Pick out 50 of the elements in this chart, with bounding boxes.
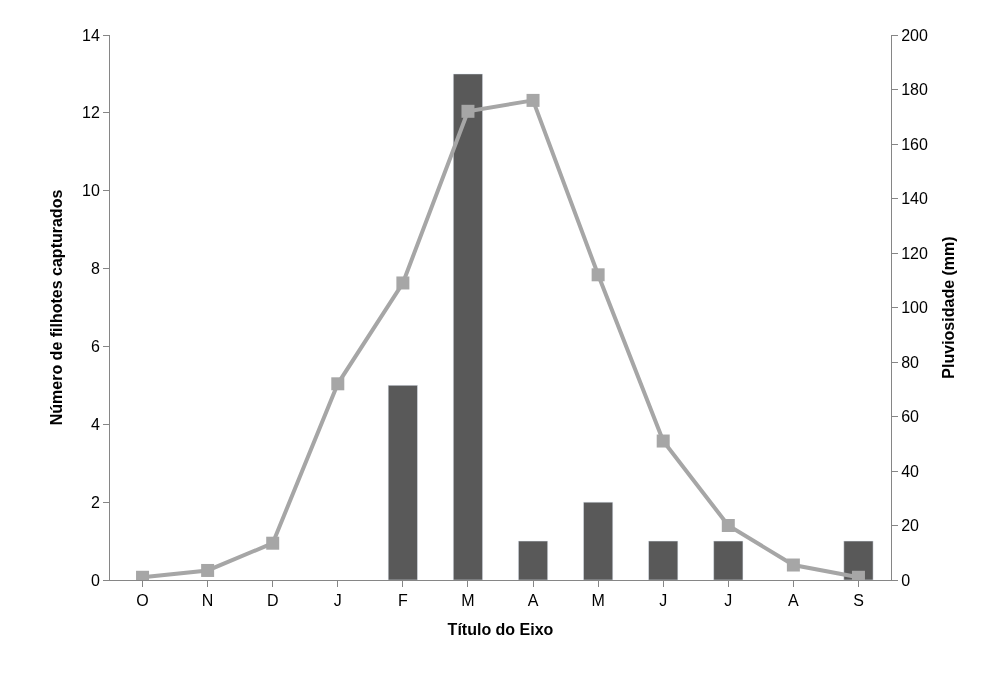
y2-tick-label: 100 (901, 299, 928, 317)
y-axis-title: Número de filhotes capturados (47, 189, 65, 426)
y2-tick-label: 0 (901, 571, 911, 589)
y-tick-label: 6 (90, 338, 100, 356)
x-tick-label: J (724, 592, 733, 610)
y-tick-label: 12 (82, 104, 100, 122)
bar (518, 540, 548, 580)
bar (713, 540, 744, 580)
x-tick-label: D (266, 592, 279, 610)
x-tick-label: J (659, 592, 668, 610)
point (786, 558, 800, 572)
y-tick-label: 14 (82, 26, 100, 44)
x-tick-label: M (591, 592, 605, 610)
y2-axis-title: Pluviosidade (mm) (939, 236, 957, 379)
point (591, 268, 605, 282)
y2-tick-label: 160 (901, 135, 928, 153)
point (266, 536, 280, 550)
point (331, 377, 345, 391)
y2-tick-label: 200 (901, 26, 928, 44)
point (396, 276, 410, 290)
point (656, 434, 670, 448)
y-tick-label: 4 (90, 415, 100, 433)
x-tick-label: F (397, 592, 408, 610)
bar (453, 73, 483, 580)
point (461, 104, 475, 118)
point (201, 563, 215, 577)
y2-tick-label: 120 (901, 244, 928, 262)
x-tick-label: A (788, 592, 800, 610)
y2-tick-label: 180 (901, 81, 928, 99)
x-tick-label: N (201, 592, 214, 610)
y2-tick-label: 80 (901, 353, 920, 371)
point (721, 519, 735, 532)
y2-tick-label: 140 (901, 190, 928, 208)
bar (387, 385, 418, 580)
y-tick-label: 0 (90, 571, 100, 589)
y2-tick-label: 60 (901, 408, 920, 426)
point (526, 93, 540, 107)
y-tick-label: 2 (90, 493, 100, 511)
bar (583, 501, 614, 580)
bar (648, 540, 679, 580)
x-tick-label: S (853, 592, 864, 610)
x-axis-title: Título do Eixo (447, 620, 554, 638)
y-tick-label: 8 (90, 260, 100, 278)
y-tick-label: 10 (82, 182, 100, 200)
x-tick-label: M (461, 592, 475, 610)
x-tick-label: J (333, 592, 342, 610)
y2-tick-label: 40 (901, 462, 920, 480)
x-tick-label: O (136, 592, 149, 610)
x-tick-label: A (527, 592, 539, 610)
y2-tick-label: 20 (901, 517, 920, 535)
